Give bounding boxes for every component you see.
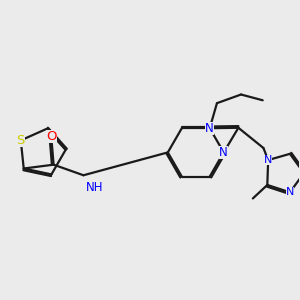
Text: NH: NH <box>86 181 104 194</box>
Text: S: S <box>16 134 25 147</box>
Text: N: N <box>219 146 228 159</box>
Text: N: N <box>205 122 214 135</box>
Text: N: N <box>286 187 294 197</box>
Text: N: N <box>264 155 272 165</box>
Text: O: O <box>46 130 57 143</box>
